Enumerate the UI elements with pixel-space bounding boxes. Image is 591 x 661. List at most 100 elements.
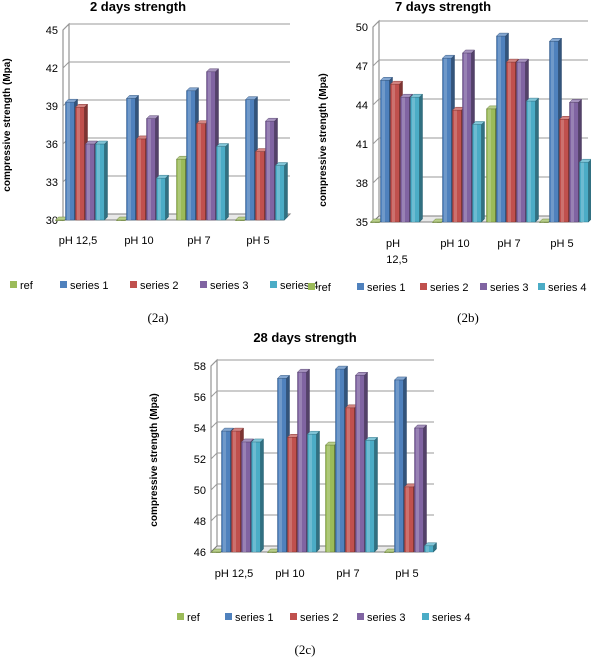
x-category-label: pH 10 — [124, 235, 153, 247]
gridline-diagonal — [372, 20, 380, 28]
y-tick-label: 50 — [194, 485, 206, 497]
x-category-label: pH 7 — [497, 238, 520, 250]
chart-title: 28 days strength — [253, 330, 356, 345]
y-axis-label: compressive strength (Mpa) — [318, 73, 329, 206]
legend: ref series 1 series 2 series 3 series 4 — [308, 282, 587, 294]
legend-item: series 4 — [422, 612, 471, 624]
legend-label: series 3 — [367, 612, 406, 624]
legend-swatch — [308, 283, 315, 290]
legend-item: ref — [177, 612, 201, 624]
legend-label: series 4 — [432, 612, 471, 624]
legend-label: series 2 — [430, 282, 469, 294]
legend-swatch — [130, 281, 137, 288]
legend-swatch — [177, 613, 184, 620]
y-tick-label: 38 — [356, 178, 368, 190]
y-tick-label: 36 — [46, 139, 58, 151]
y-tick-label: 41 — [356, 139, 368, 151]
legend-label: ref — [187, 612, 201, 624]
bar-series-4-3 — [578, 158, 591, 223]
legend-item: series 1 — [357, 282, 406, 294]
gridline-diagonal — [62, 23, 70, 31]
legend-item: series 3 — [357, 612, 406, 624]
legend-label: ref — [318, 282, 332, 294]
chart-panel-1: 30 33 36 39 42 45 pH 12,5 pH 10 pH 7 pH 5 2 days s… — [2, 0, 319, 325]
legend-item: series 1 — [225, 612, 274, 624]
legend-swatch — [200, 281, 207, 288]
bar-ref-3 — [234, 216, 249, 221]
gridline-diagonal — [372, 176, 380, 184]
legend-item: ref — [10, 280, 34, 292]
y-tick-label: 45 — [46, 25, 58, 37]
x-category-label: pH 10 — [440, 238, 469, 250]
legend-swatch — [60, 281, 67, 288]
bar-series-4-0 — [94, 140, 109, 221]
legend-swatch — [357, 613, 364, 620]
legend-label: series 1 — [367, 282, 406, 294]
y-tick-label: 50 — [356, 22, 368, 34]
x-category-label: pH 5 — [550, 238, 573, 250]
chart-panel-2: 35 38 41 44 47 50 pH 12,5 pH 10 pH 7 pH 5 7 days st… — [308, 0, 591, 325]
legend-item: series 4 — [538, 282, 587, 294]
legend-label: series 1 — [70, 280, 109, 292]
x-category-label: pH 5 — [246, 235, 269, 247]
chart-side-wall — [372, 19, 380, 224]
legend-swatch — [480, 283, 487, 290]
gridline-diagonal — [210, 452, 218, 460]
x-category-label: pH — [386, 238, 400, 250]
y-tick-label: 44 — [356, 100, 368, 112]
bar-series-4-1 — [155, 174, 170, 221]
gridline-diagonal — [210, 514, 218, 522]
y-axis-label: compressive strength (Mpa) — [2, 58, 13, 191]
x-category-label: pH 12,5 — [215, 568, 254, 580]
legend-item: series 2 — [420, 282, 469, 294]
x-category-label: pH 12,5 — [59, 235, 98, 247]
y-tick-label: 30 — [46, 215, 58, 227]
legend-swatch — [538, 283, 545, 290]
y-tick-label: 47 — [356, 61, 368, 73]
bar-series-4-0 — [250, 438, 265, 553]
bar-series-4-2 — [525, 97, 540, 223]
figure-caption: (2a) — [148, 310, 169, 325]
legend-label: series 1 — [235, 612, 274, 624]
legend-label: ref — [20, 280, 34, 292]
y-tick-label: 56 — [194, 392, 206, 404]
y-tick-label: 46 — [194, 547, 206, 559]
legend-item: series 2 — [290, 612, 339, 624]
y-tick-label: 54 — [194, 423, 206, 435]
figure-caption: (2b) — [457, 310, 479, 325]
legend-item: series 3 — [480, 282, 529, 294]
y-tick-label: 52 — [194, 454, 206, 466]
x-category-label: pH 10 — [275, 568, 304, 580]
legend-label: series 3 — [490, 282, 529, 294]
gridline-diagonal — [372, 59, 380, 67]
y-tick-label: 42 — [46, 63, 58, 75]
y-tick-label: 33 — [46, 177, 58, 189]
y-tick-label: 39 — [46, 101, 58, 113]
chart-title: 2 days strength — [90, 0, 186, 14]
legend-swatch — [420, 283, 427, 290]
y-tick-label: 58 — [194, 361, 206, 373]
x-category-label: pH 7 — [187, 235, 210, 247]
legend-swatch — [290, 613, 297, 620]
legend-item: series 2 — [130, 280, 179, 292]
gridline-diagonal — [210, 359, 218, 367]
legend-swatch — [225, 613, 232, 620]
legend: ref series 1 series 2 series 3 series 4 — [177, 612, 471, 624]
legend-item: ref — [308, 282, 332, 294]
bar-series-4-2 — [364, 436, 379, 553]
legend-label: series 3 — [210, 280, 249, 292]
legend-swatch — [270, 281, 277, 288]
x-category-label-line2: 12,5 — [386, 254, 407, 266]
y-tick-label: 48 — [194, 516, 206, 528]
bar-series-3-3 — [413, 424, 428, 553]
x-category-label: pH 7 — [336, 568, 359, 580]
chart-title: 7 days strength — [395, 0, 491, 14]
x-category-label: pH 5 — [395, 568, 418, 580]
bar-series-4-1 — [471, 120, 486, 223]
legend-label: series 2 — [300, 612, 339, 624]
gridline-diagonal — [372, 98, 380, 106]
legend-swatch — [357, 283, 364, 290]
y-axis-label: compressive strength (Mpa) — [149, 393, 160, 526]
chart-panel-3: 46 48 50 52 54 56 58 pH 12,5 pH 10 pH 7 pH 5 28 day… — [149, 330, 471, 657]
